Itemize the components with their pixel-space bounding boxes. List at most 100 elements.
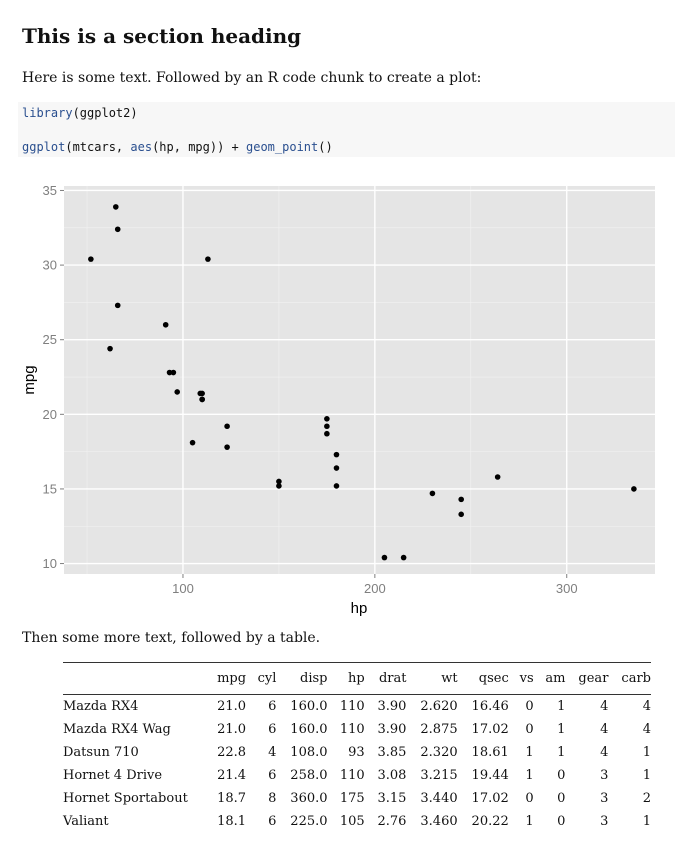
table-cell: 3.90	[377, 699, 407, 714]
code-token: (hp, mpg)) +	[152, 140, 246, 154]
table-row: Valiant 18.1 6 225.0 105 2.76 3.460 20.22 1 0 3 1	[63, 810, 651, 833]
table-row: Hornet Sportabout 18.7 8 360.0 175 3.15 3.440 1…	[63, 787, 651, 810]
table-cell: 3.85	[377, 745, 407, 760]
column-header: mpg	[217, 671, 247, 686]
data-point	[205, 256, 211, 262]
table-cell: 3.215	[420, 768, 458, 783]
table-cell: 0	[525, 699, 534, 714]
plot-panel	[64, 186, 655, 574]
y-tick-label: 15	[43, 481, 57, 496]
column-header: disp	[300, 671, 328, 686]
table-cell: 175	[339, 791, 365, 806]
table-cell: 1	[525, 745, 534, 760]
data-point	[88, 256, 94, 262]
data-point	[494, 474, 501, 480]
code-token: (mtcars,	[65, 140, 131, 154]
table-cell: 3	[600, 768, 609, 783]
table-cell: 4	[268, 745, 277, 760]
data-point	[333, 465, 340, 471]
row-name-cell: Valiant	[63, 814, 109, 829]
data-point	[166, 369, 173, 376]
table-cell: 17.02	[471, 791, 509, 806]
table-cell: 4	[642, 699, 651, 714]
code-function-token: geom_point	[246, 140, 319, 154]
data-point	[107, 345, 113, 352]
table-cell: 8	[268, 791, 277, 806]
x-axis: 100 200 300	[172, 574, 578, 596]
table-cell: 0	[525, 791, 534, 806]
table-cell: 3.15	[377, 791, 407, 806]
table-cell: 21.0	[217, 722, 247, 737]
data-point	[400, 554, 407, 561]
x-tick-label: 300	[556, 581, 578, 596]
table-cell: 16.46	[471, 699, 509, 714]
y-tick-label: 10	[43, 556, 57, 571]
table-cell: 3.08	[377, 768, 407, 783]
table-cell: 6	[268, 699, 277, 714]
code-line-2: ggplot(mtcars, aes(hp, mpg)) + geom_poin…	[22, 140, 333, 154]
table-cell: 18.1	[217, 814, 247, 829]
row-name-cell: Hornet 4 Drive	[63, 768, 163, 783]
table-cell: 1	[557, 745, 566, 760]
section-heading: This is a section heading	[22, 24, 302, 48]
data-point	[276, 478, 282, 485]
table-cell: 17.02	[471, 722, 509, 737]
column-header	[63, 663, 204, 695]
major-gridlines	[64, 186, 655, 574]
table-cell: 4	[600, 699, 609, 714]
column-header: vs	[519, 671, 534, 686]
x-tick-label: 100	[172, 581, 194, 596]
table-cell: 22.8	[217, 745, 247, 760]
table-cell: 19.44	[471, 768, 509, 783]
x-axis-label: hp	[351, 600, 368, 617]
column-header: wt	[441, 671, 458, 686]
table-cell: 2.875	[420, 722, 458, 737]
column-header: cyl	[257, 671, 277, 686]
data-point	[333, 451, 340, 458]
table-cell: 3.460	[420, 814, 458, 829]
data-point	[199, 396, 205, 403]
table-cell: 4	[600, 745, 609, 760]
table-cell: 110	[339, 699, 365, 714]
table-cell: 105	[339, 814, 365, 829]
table-cell: 18.7	[217, 791, 247, 806]
data-point	[114, 226, 121, 233]
minor-gridlines	[64, 186, 655, 574]
data-point	[429, 490, 436, 497]
table-cell: 21.0	[217, 699, 247, 714]
code-function-token: library	[22, 106, 73, 120]
row-name-cell: Mazda RX4	[63, 699, 139, 714]
data-point	[174, 389, 181, 395]
column-header: drat	[378, 671, 407, 686]
table-row: Mazda RX4 21.0 6 160.0 110 3.90 2.620 16.46 0 1 4 4	[63, 695, 651, 719]
mtcars-table: mpg cyl disp hp drat wt qsec vs am gear carb Mazda…	[63, 662, 651, 833]
data-point	[458, 511, 464, 518]
y-axis: 10 15 20 25 30 35	[43, 183, 64, 571]
data-point	[324, 416, 330, 422]
table-cell: 0	[557, 814, 566, 829]
intro-paragraph: Here is some text. Followed by an R code…	[22, 70, 482, 86]
table-cell: 0	[557, 768, 566, 783]
table-cell: 2.320	[420, 745, 458, 760]
data-point	[631, 486, 637, 492]
table-cell: 225.0	[290, 814, 328, 829]
column-header: carb	[621, 671, 651, 686]
data-point	[189, 439, 196, 446]
table-cell: 6	[268, 814, 277, 829]
table-cell: 160.0	[290, 699, 328, 714]
table-cell: 1	[557, 722, 566, 737]
column-header: qsec	[478, 671, 509, 686]
table-cell: 4	[600, 722, 609, 737]
y-tick-label: 30	[43, 258, 57, 273]
table-cell: 258.0	[290, 768, 328, 783]
table-cell: 20.22	[471, 814, 509, 829]
code-line-1: library(ggplot2)	[22, 106, 138, 120]
table-cell: 2	[642, 791, 651, 806]
code-function-token: ggplot	[22, 140, 66, 154]
data-point	[324, 423, 330, 430]
table-cell: 6	[268, 768, 277, 783]
data-point	[162, 321, 169, 328]
x-tick-label: 200	[364, 581, 386, 596]
table-cell: 2.76	[377, 814, 407, 829]
y-axis-label: mpg	[21, 365, 38, 394]
